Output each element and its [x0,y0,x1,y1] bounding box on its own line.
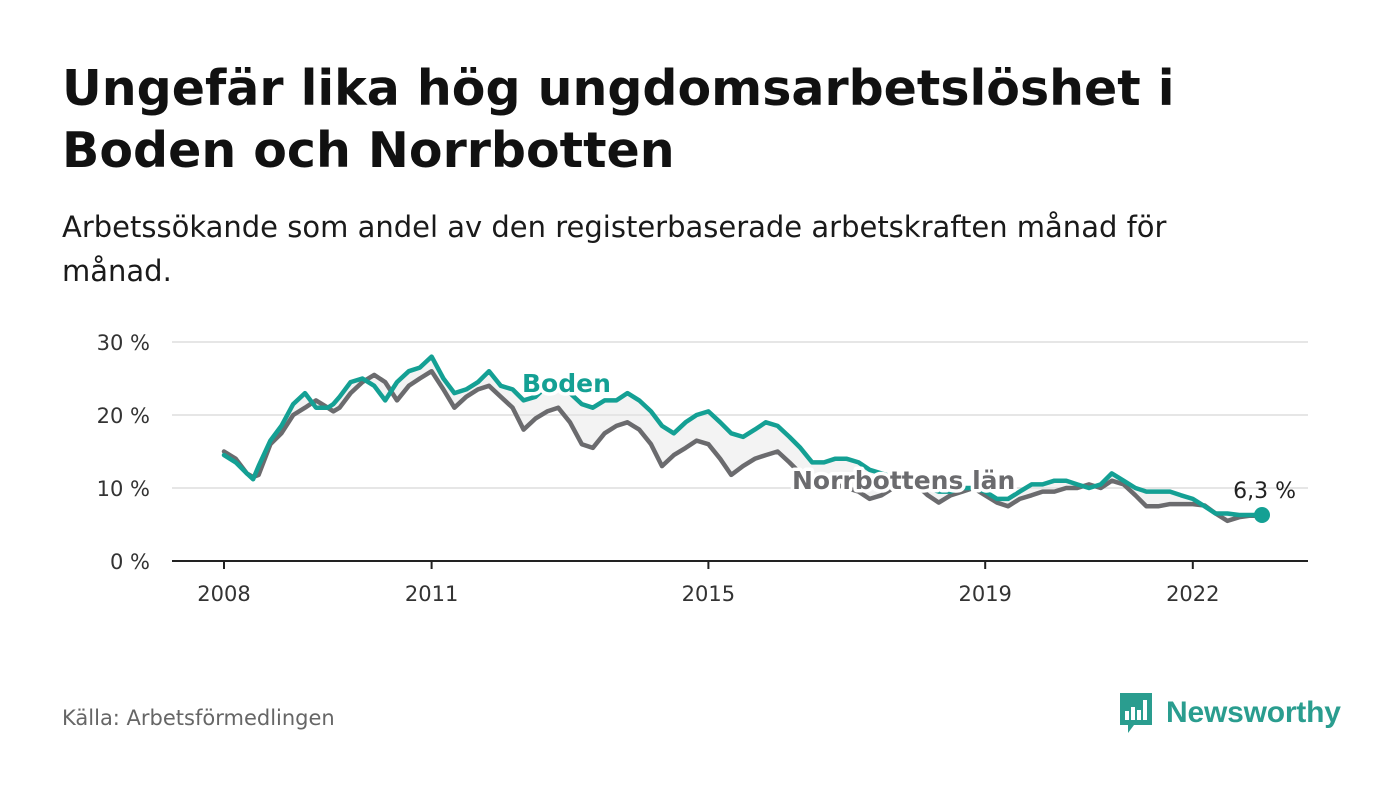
chart-subtitle: Arbetssökande som andel av den registerb… [62,210,1167,288]
x-tick-label: 2015 [682,582,735,606]
x-tick-label: 2019 [958,582,1011,606]
y-tick-label: 20 % [97,404,150,428]
x-tick-label: 2011 [405,582,458,606]
x-axis: 2008 2011 2015 2019 2022 [172,560,1308,606]
brand-name: Newsworthy [1166,696,1341,729]
series-lines [221,354,1270,524]
y-axis: 0 % 10 % 20 % 30 % [97,331,150,574]
source-note: Källa: Arbetsförmedlingen [62,706,335,730]
series-label-norrbotten: Norrbottens län [792,466,1015,495]
grid-lines [172,341,1308,489]
series-label-norrbotten-halo: Norrbottens län [792,466,1015,495]
chart-title: Ungefär lika hög ungdomsarbetslöshet i B… [62,60,1175,179]
x-tick-label: 2008 [197,582,250,606]
end-point-marker [1254,507,1270,524]
line-chart: 0 % 10 % 20 % 30 % 2008 2011 2015 2019 2022 6,3… [97,331,1308,606]
y-tick-label: 30 % [97,331,150,355]
end-value-label: 6,3 % [1233,479,1296,504]
newsworthy-logo-icon [1120,693,1152,733]
series-line-boden [221,354,1265,518]
brand-logo[interactable]: Newsworthy [1118,690,1341,736]
y-tick-label: 0 % [110,550,150,574]
y-tick-label: 10 % [97,477,150,501]
x-tick-label: 2022 [1166,582,1219,606]
series-label-boden-halo: Boden [522,369,611,398]
series-label-boden: Boden [522,369,611,398]
